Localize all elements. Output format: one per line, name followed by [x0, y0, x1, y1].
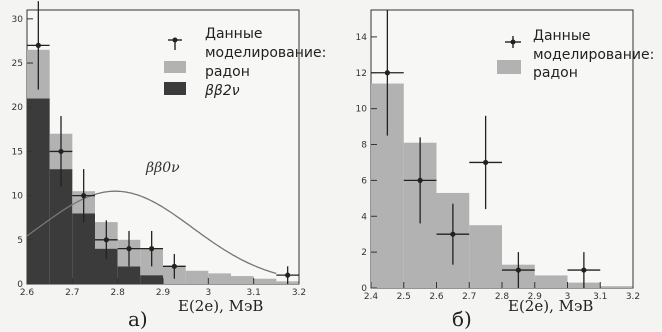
data-point-a-5 [149, 246, 155, 252]
data-point-b-1 [417, 177, 423, 183]
y-tick-label-b-1: 2 [361, 248, 367, 258]
panel-label-a: a) [128, 307, 148, 331]
legend-data-label-b: Данные [533, 28, 591, 44]
bar-a-s1-b8 [208, 273, 231, 284]
data-point-b-2 [450, 231, 456, 237]
x-tick-label-b-0: 2.4 [364, 292, 379, 302]
y-tick-label-b-5: 10 [356, 105, 368, 115]
x-tick-label-b-1: 2.5 [397, 292, 411, 302]
bar-b-s0-b5 [534, 275, 568, 288]
data-point-b-4 [515, 267, 521, 273]
x-tick-label-a-0: 2.6 [20, 288, 35, 298]
x-tick-label-b-8: 3.2 [626, 292, 640, 302]
data-point-a-0 [35, 42, 41, 48]
bar-a-s1-b7 [185, 270, 209, 284]
legend-model-label-a: моделирование: [205, 45, 326, 61]
bar-a-s1-b10 [253, 278, 277, 284]
bar-a-s0-b4 [117, 266, 141, 284]
x-tick-label-b-6: 3 [565, 292, 571, 302]
y-tick-label-b-2: 4 [361, 212, 367, 222]
y-tick-label-b-0: 0 [361, 284, 367, 294]
bar-a-s0-b1 [49, 169, 73, 284]
y-tick-label-a-4: 20 [12, 103, 24, 113]
bar-b-s0-b3 [469, 225, 502, 288]
panel-label-b: б) [452, 307, 472, 331]
x-tick-label-a-5: 3.1 [247, 288, 261, 298]
y-tick-label-a-6: 30 [12, 15, 24, 25]
data-point-b-3 [483, 159, 489, 166]
y-tick-label-a-1: 5 [17, 236, 23, 246]
data-point-a-6 [171, 263, 177, 269]
y-tick-label-a-5: 25 [12, 59, 23, 69]
data-point-b-0 [384, 70, 390, 76]
bar-a-s1-b9 [231, 276, 254, 284]
data-point-a-3 [103, 237, 109, 243]
bar-a-s0-b5 [140, 275, 163, 284]
data-point-a-7 [285, 272, 291, 278]
y-tick-label-a-2: 10 [12, 192, 24, 202]
legend-radon-swatch-a [164, 61, 186, 73]
legend-a: Данные моделирование: радон ββ2ν [164, 26, 326, 99]
legend-radon-swatch-b [497, 60, 521, 74]
legend-data-dot-a [172, 37, 178, 43]
x-tick-label-b-7: 3.1 [593, 292, 607, 302]
chart-panel-b: 2.4 2.5 2.6 2.7 2.8 2.9 3 3.1 3.2 0 2 4 6 8 10 12 14 Дан… [356, 9, 654, 331]
x-tick-label-a-1: 2.7 [65, 288, 79, 298]
curve-label-bb0v: ββ0ν [145, 160, 180, 176]
legend-bb2v-label-a: ββ2ν [204, 83, 240, 99]
bar-a-s0-b2 [72, 213, 95, 284]
y-tick-label-b-7: 14 [356, 33, 368, 43]
bar-a-s0-b0 [27, 98, 50, 284]
x-tick-label-b-4: 2.8 [495, 292, 510, 302]
legend-bb2v-swatch-a [164, 82, 186, 95]
x-tick-label-a-3: 2.9 [156, 288, 171, 298]
data-point-a-1 [58, 148, 64, 155]
y-tick-label-a-0: 0 [17, 280, 23, 290]
y-tick-label-b-4: 8 [361, 141, 367, 151]
chart-panel-a: 2.6 2.7 2.8 2.9 3 3.1 3.2 0 5 10 15 20 25 30 Данные м… [12, 1, 326, 331]
x-tick-label-a-6: 3.2 [292, 288, 306, 298]
legend-model-label-b: моделирование: [533, 47, 654, 63]
bar-b-s0-b7 [600, 286, 633, 288]
bar-a-s0-b3 [95, 248, 118, 284]
x-axis-label-a: E(2e), МэВ [178, 297, 263, 315]
legend-data-dot-b [510, 39, 516, 45]
legend-data-label-a: Данные [205, 26, 263, 42]
legend-radon-label-a: радон [205, 64, 250, 80]
data-point-a-4 [126, 246, 132, 252]
x-tick-label-a-2: 2.8 [111, 288, 126, 298]
y-tick-label-b-3: 6 [361, 176, 367, 186]
x-axis-label-b: E(2e), МэВ [508, 297, 593, 315]
curve-bb0v [26, 190, 277, 275]
x-tick-label-a-4: 3 [205, 288, 211, 298]
legend-radon-label-b: радон [533, 65, 578, 81]
x-tick-label-b-3: 2.7 [462, 292, 476, 302]
y-tick-label-a-3: 15 [12, 147, 23, 157]
data-point-b-5 [581, 267, 587, 273]
legend-b: Данные моделирование: радон [497, 28, 654, 81]
x-tick-label-b-5: 2.9 [528, 292, 543, 302]
x-tick-label-b-2: 2.6 [429, 292, 444, 302]
y-tick-label-b-6: 12 [356, 69, 367, 79]
data-point-a-2 [81, 193, 87, 199]
